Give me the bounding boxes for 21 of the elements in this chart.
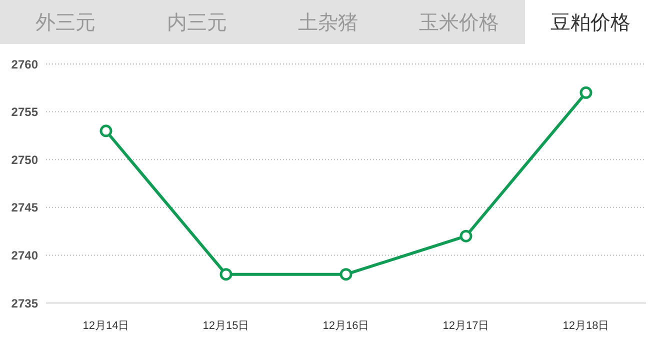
y-tick-label: 2735 bbox=[11, 296, 38, 310]
text: 内三元 bbox=[166, 8, 228, 36]
x-tick-label: 12月17日 bbox=[442, 320, 490, 332]
point bbox=[220, 268, 232, 281]
text: 玉米价格 bbox=[418, 8, 500, 36]
y-tick-label: 2745 bbox=[11, 200, 38, 215]
y-tick-label: 2740 bbox=[11, 248, 38, 262]
point bbox=[580, 86, 592, 99]
point bbox=[100, 124, 112, 138]
x-tick-label: 12月15日 bbox=[202, 320, 250, 332]
y-tick-label: 2760 bbox=[11, 57, 38, 72]
y-tick-label: 2755 bbox=[11, 105, 38, 120]
text: 外三元 bbox=[34, 8, 97, 36]
point bbox=[460, 230, 472, 242]
text: 土杂猪 bbox=[296, 8, 359, 36]
y-tick-label: 2750 bbox=[11, 152, 38, 167]
x-tick-label: 12月16日 bbox=[322, 320, 370, 332]
point bbox=[340, 268, 352, 281]
x-tick-label: 12月14日 bbox=[82, 320, 130, 332]
x-tick-label: 12月18日 bbox=[562, 320, 610, 332]
chart-title: 豆粕价格 bbox=[524, 0, 656, 44]
